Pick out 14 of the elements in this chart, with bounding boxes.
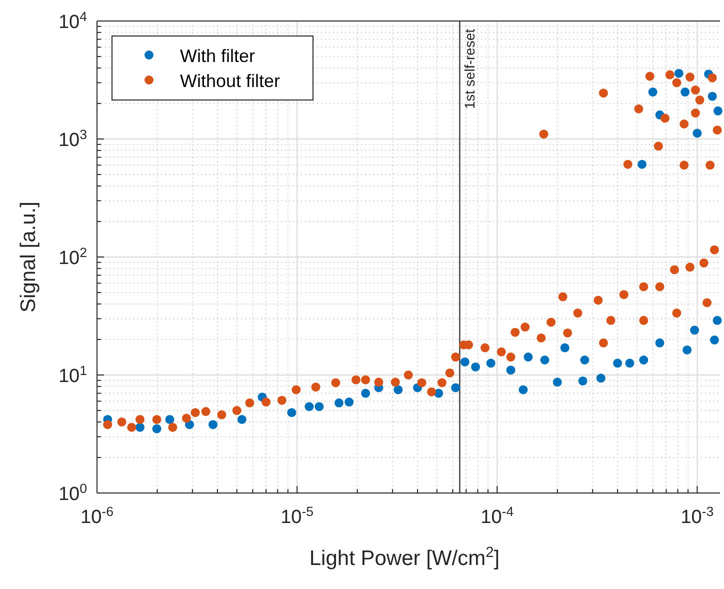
y-tick-label: 10$^{4}$ [58, 8, 87, 33]
x-axis-title: Light Power [W/cm$^{2}$] [309, 545, 500, 570]
y-tick-label: 10$^{2}$ [58, 244, 87, 269]
legend-label: With filter [180, 46, 256, 66]
y-tick-label: 10$^{3}$ [58, 126, 87, 151]
x-tick-label: 10$^{-3}$ [680, 504, 714, 528]
y-tick-label: 10$^{1}$ [58, 362, 87, 387]
x-tick-label: 10$^{-4}$ [480, 504, 514, 528]
y-axis-title: Signal [a.u.] [17, 202, 40, 312]
ref-line-label: 1st self-reset [462, 28, 478, 110]
legend-label: Without filter [180, 71, 280, 91]
x-tick-label: 10$^{-6}$ [80, 504, 114, 528]
x-tick-label: 10$^{-5}$ [280, 504, 314, 528]
y-tick-label: 10$^{0}$ [58, 480, 87, 505]
